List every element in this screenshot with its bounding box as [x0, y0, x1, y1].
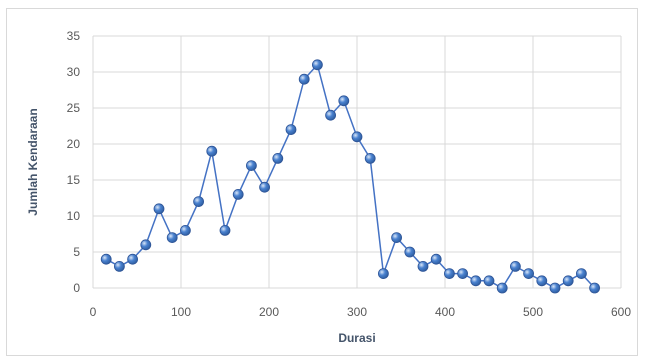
data-point: [285, 124, 297, 135]
x-axis-title: Durasi: [338, 331, 375, 345]
data-point: [364, 152, 376, 164]
data-point: [259, 181, 271, 193]
data-point: [325, 109, 337, 121]
data-point: [496, 282, 508, 294]
y-tick-label: 30: [67, 65, 81, 79]
data-point: [562, 275, 574, 287]
data-point: [245, 160, 257, 172]
y-tick-label: 20: [67, 137, 81, 151]
x-tick-label: 100: [171, 305, 191, 319]
data-point: [179, 224, 191, 236]
data-point: [298, 73, 310, 85]
grid-lines: [92, 35, 622, 289]
y-tick-label: 0: [73, 281, 80, 295]
y-axis-title: Jumlah Kendaraan: [26, 108, 40, 215]
data-point: [351, 131, 363, 143]
data-point: [589, 282, 600, 294]
x-tick-label: 200: [259, 305, 279, 319]
data-point: [404, 246, 416, 258]
data-point: [114, 260, 125, 272]
data-point: [523, 268, 534, 280]
data-point: [443, 268, 455, 280]
series-line: [105, 63, 596, 290]
data-point: [457, 268, 469, 280]
x-tick-label: 300: [347, 305, 367, 319]
y-tick-label: 15: [67, 173, 81, 187]
data-point: [272, 152, 284, 164]
data-point: [576, 268, 587, 280]
data-point: [549, 282, 561, 294]
data-point: [483, 275, 495, 287]
x-tick-label: 600: [611, 305, 631, 319]
y-tick-label: 25: [67, 101, 81, 115]
x-tick-label: 400: [435, 305, 455, 319]
data-point: [338, 95, 350, 107]
scatter-line-chart: 0 5 10 15 20 25 30 35 0 100 200 300 400 500 600 Durasi…: [26, 29, 632, 345]
data-point: [232, 188, 244, 200]
data-point: [417, 260, 429, 272]
data-point: [377, 268, 389, 280]
data-point: [391, 232, 403, 244]
data-point: [153, 203, 165, 215]
data-point: [470, 275, 482, 287]
x-tick-label: 0: [90, 305, 97, 319]
data-point: [536, 275, 548, 287]
data-point: [140, 239, 152, 251]
data-point: [219, 224, 231, 236]
data-point: [193, 196, 205, 208]
y-tick-label: 10: [67, 209, 81, 223]
y-tick-label: 35: [67, 29, 81, 43]
data-point: [206, 145, 218, 157]
data-point: [509, 260, 521, 272]
data-point: [127, 253, 138, 265]
x-tick-label: 500: [523, 305, 543, 319]
data-point: [430, 253, 442, 265]
data-point: [311, 59, 323, 71]
data-point: [166, 232, 178, 244]
data-point: [100, 253, 112, 265]
tick-labels: 0 5 10 15 20 25 30 35 0 100 200 300 400 500 600: [67, 29, 632, 319]
y-tick-label: 5: [73, 245, 80, 259]
chart-frame: 0 5 10 15 20 25 30 35 0 100 200 300 400 500 600 Durasi…: [6, 8, 638, 356]
series: [100, 59, 600, 294]
